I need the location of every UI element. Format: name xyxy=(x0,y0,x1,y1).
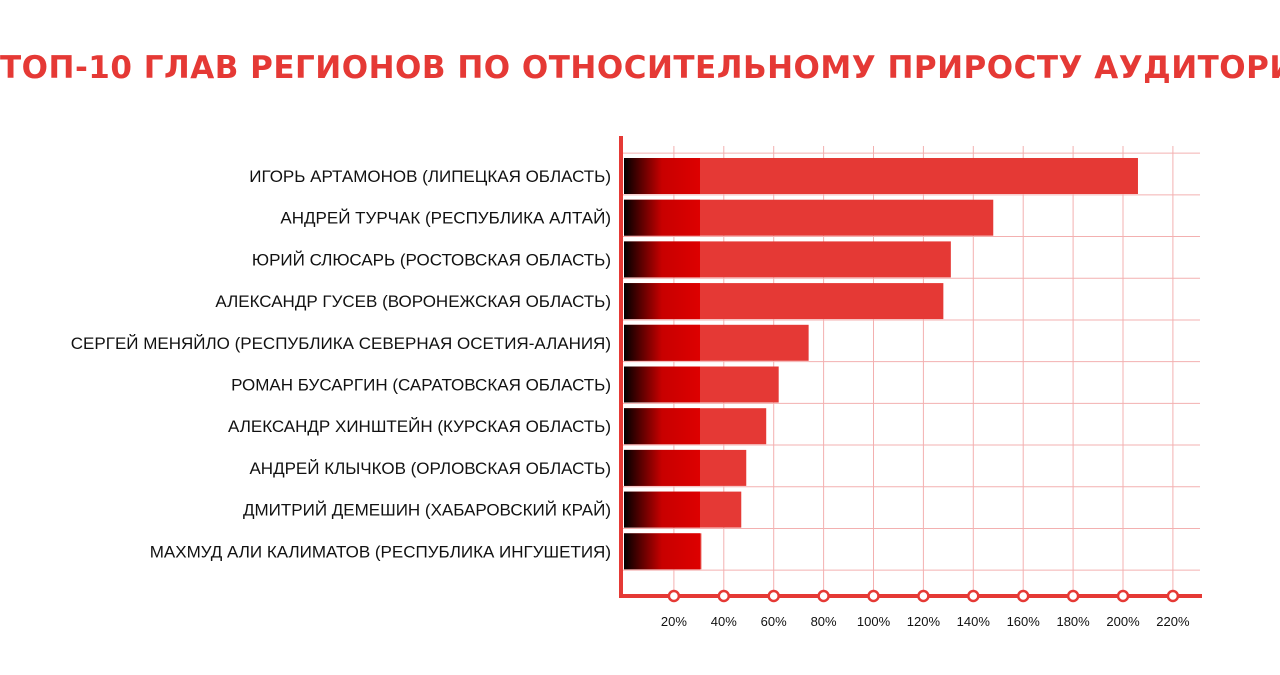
category-label-5: РОМАН БУСАРГИН (САРАТОВСКАЯ ОБЛАСТЬ) xyxy=(231,376,611,395)
tick-label-0: 20% xyxy=(661,614,687,629)
tick-marker-5 xyxy=(917,589,930,603)
tick-label-10: 220% xyxy=(1156,614,1190,629)
bar-shade-0 xyxy=(624,158,700,194)
tick-marker-9 xyxy=(1116,589,1130,603)
tick-marker-4 xyxy=(867,589,880,603)
tick-label-7: 160% xyxy=(1007,614,1041,629)
tick-label-5: 120% xyxy=(907,614,941,629)
tick-label-9: 200% xyxy=(1106,614,1140,629)
tick-marker-8 xyxy=(1066,589,1080,603)
bar-shade-5 xyxy=(624,366,700,403)
tick-marker-6 xyxy=(967,589,980,603)
tick-label-2: 60% xyxy=(761,614,787,629)
tick-label-4: 100% xyxy=(857,614,891,629)
tick-marker-3 xyxy=(817,589,830,603)
category-label-2: ЮРИЙ СЛЮСАРЬ (РОСТОВСКАЯ ОБЛАСТЬ) xyxy=(252,250,611,269)
tick-label-8: 180% xyxy=(1056,614,1090,629)
category-label-0: ИГОРЬ АРТАМОНОВ (ЛИПЕЦКАЯ ОБЛАСТЬ) xyxy=(249,167,611,186)
category-label-8: ДМИТРИЙ ДЕМЕШИН (ХАБАРОВСКИЙ КРАЙ) xyxy=(243,501,611,520)
bars xyxy=(624,158,1138,570)
category-label-1: АНДРЕЙ ТУРЧАК (РЕСПУБЛИКА АЛТАЙ) xyxy=(280,209,611,228)
tick-marker-2 xyxy=(767,589,780,603)
axes xyxy=(619,136,1202,603)
bar-shade-9 xyxy=(624,533,700,570)
bar-shade-1 xyxy=(624,199,700,236)
tick-labels: 20% 40% 60% 80% 100% 120% 140% 160% 180% 200% 220% xyxy=(661,614,1190,629)
tick-marker-1 xyxy=(717,589,731,603)
category-label-4: СЕРГЕЙ МЕНЯЙЛО (РЕСПУБЛИКА СЕВЕРНАЯ ОСЕТ… xyxy=(71,334,611,353)
tick-marker-10 xyxy=(1166,589,1180,603)
bar-shade-3 xyxy=(624,283,700,320)
category-label-3: АЛЕКСАНДР ГУСЕВ (ВОРОНЕЖСКАЯ ОБЛАСТЬ) xyxy=(215,292,611,311)
chart-title: ТОП-10 ГЛАВ РЕГИОНОВ ПО ОТНОСИТЕЛЬНОМУ П… xyxy=(0,50,1280,86)
bar-shade-6 xyxy=(624,408,700,445)
tick-marker-7 xyxy=(1016,589,1030,603)
tick-marker-0 xyxy=(667,589,681,603)
category-labels: ИГОРЬ АРТАМОНОВ (ЛИПЕЦКАЯ ОБЛАСТЬ) АНДРЕЙ… xyxy=(71,167,611,561)
bar-shade-8 xyxy=(624,491,700,528)
category-label-7: АНДРЕЙ КЛЫЧКОВ (ОРЛОВСКАЯ ОБЛАСТЬ) xyxy=(249,459,611,478)
tick-label-1: 40% xyxy=(711,614,737,629)
bar-0 xyxy=(624,158,1138,194)
category-label-9: МАХМУД АЛИ КАЛИМАТОВ (РЕСПУБЛИКА ИНГУШЕТ… xyxy=(150,542,611,561)
bar-shade-4 xyxy=(624,324,700,361)
tick-label-3: 80% xyxy=(811,614,837,629)
bar-shade-2 xyxy=(624,241,700,278)
tick-label-6: 140% xyxy=(957,614,991,629)
bar-shade-7 xyxy=(624,449,700,486)
category-label-6: АЛЕКСАНДР ХИНШТЕЙН (КУРСКАЯ ОБЛАСТЬ) xyxy=(228,417,611,436)
